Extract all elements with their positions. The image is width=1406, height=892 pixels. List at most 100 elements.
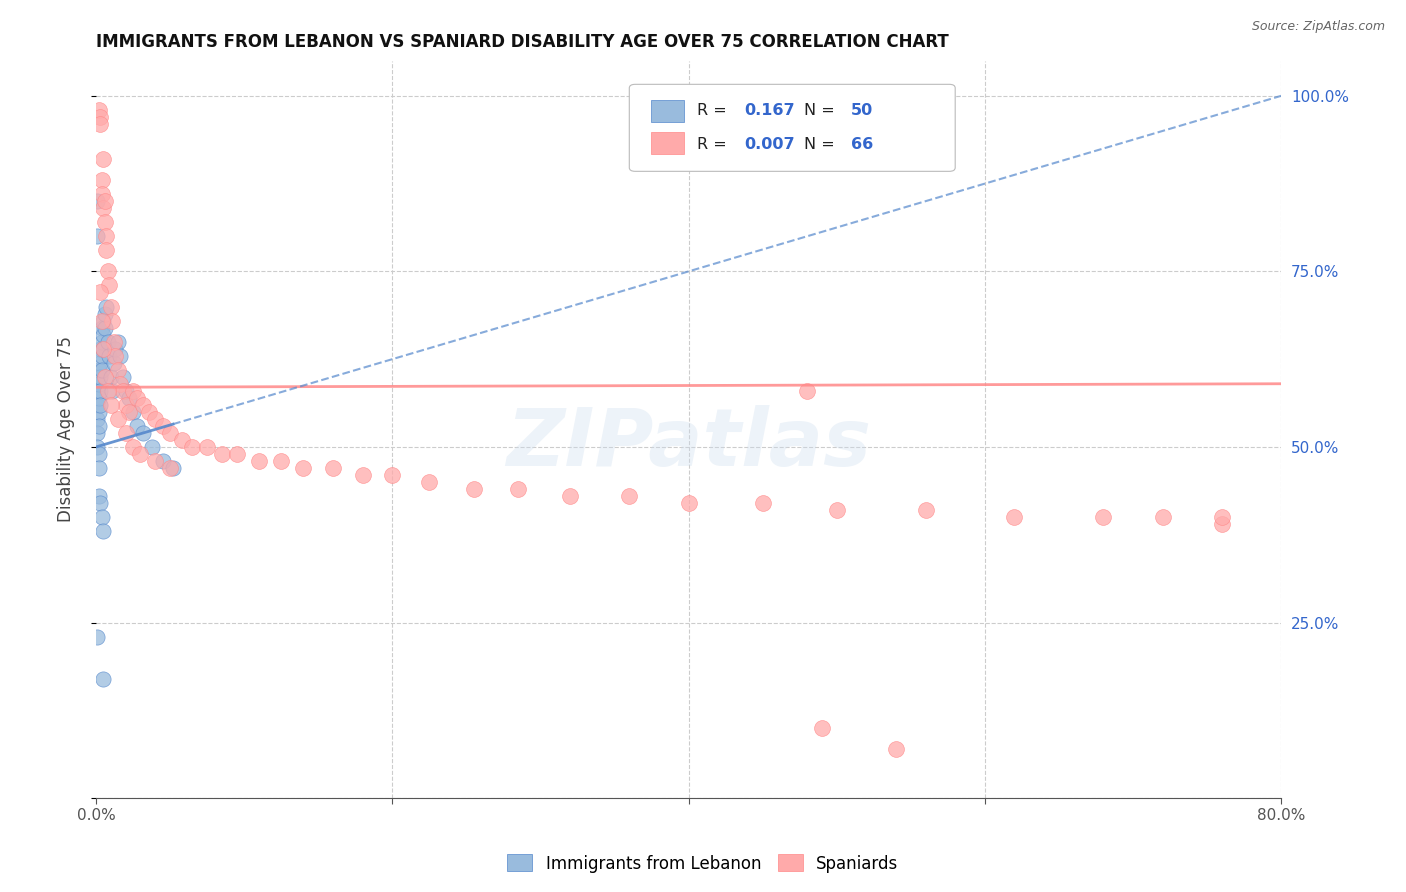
Legend: Immigrants from Lebanon, Spaniards: Immigrants from Lebanon, Spaniards (501, 847, 905, 880)
Point (91, 313, 114, 327)
Point (93, 342, 115, 356)
Point (811, 721, 834, 735)
Point (352, 468, 374, 483)
Point (87, 405, 110, 419)
Text: R =: R = (697, 103, 731, 118)
Point (225, 447, 247, 461)
Point (107, 362, 129, 376)
Point (127, 418, 149, 433)
Point (418, 475, 440, 489)
Point (247, 454, 270, 468)
Point (93, 524, 115, 539)
Point (195, 440, 218, 454)
Point (87, 461, 110, 475)
Point (381, 468, 404, 483)
Point (98, 349, 121, 363)
Point (89, 369, 111, 384)
Point (132, 425, 155, 440)
Point (159, 425, 181, 440)
Point (270, 454, 292, 468)
Point (86, 194, 108, 209)
Point (91, 173, 114, 187)
Point (152, 418, 174, 433)
Point (93, 327, 115, 342)
Point (508, 482, 530, 496)
Point (97, 334, 120, 349)
Point (122, 384, 145, 398)
Point (93, 313, 115, 327)
Point (127, 391, 149, 405)
Point (1211, 517, 1233, 532)
Point (751, 496, 773, 510)
Point (114, 384, 136, 398)
Point (117, 405, 139, 419)
Point (825, 503, 848, 517)
Point (91, 187, 114, 202)
Point (93, 672, 115, 686)
Point (558, 489, 581, 503)
Point (87, 376, 110, 391)
Point (97, 264, 120, 278)
Point (101, 384, 124, 398)
Point (86, 425, 108, 440)
Point (211, 447, 233, 461)
Point (87, 391, 110, 405)
Point (97, 384, 120, 398)
Point (93, 342, 115, 356)
Point (86, 384, 108, 398)
Point (96, 300, 118, 314)
Point (89, 384, 111, 398)
Point (89, 285, 111, 300)
Point (143, 454, 166, 468)
Point (91, 320, 114, 334)
Text: N =: N = (803, 136, 839, 152)
Y-axis label: Disability Age Over 75: Disability Age Over 75 (58, 336, 75, 523)
Point (114, 425, 136, 440)
Point (678, 496, 700, 510)
Point (100, 398, 122, 412)
Point (107, 412, 129, 426)
Point (101, 313, 124, 327)
Point (94, 194, 117, 209)
Point (91, 349, 114, 363)
Point (181, 440, 204, 454)
Point (103, 334, 125, 349)
Point (129, 447, 152, 461)
Point (87, 103, 110, 117)
Point (89, 117, 111, 131)
Point (138, 405, 160, 419)
Point (162, 461, 184, 475)
Point (108, 376, 131, 391)
Point (87, 447, 110, 461)
Point (100, 369, 122, 384)
FancyBboxPatch shape (630, 85, 955, 171)
Point (86, 412, 108, 426)
Point (86, 369, 108, 384)
Point (89, 398, 111, 412)
Point (86, 440, 108, 454)
Point (89, 342, 111, 356)
Point (104, 342, 127, 356)
Point (322, 461, 344, 475)
Point (86, 229, 108, 244)
Point (1152, 510, 1174, 524)
Point (122, 440, 145, 454)
Point (159, 461, 181, 475)
Point (108, 349, 131, 363)
Text: IMMIGRANTS FROM LEBANON VS SPANIARD DISABILITY AGE OVER 75 CORRELATION CHART: IMMIGRANTS FROM LEBANON VS SPANIARD DISA… (96, 33, 949, 51)
Point (94, 320, 117, 334)
Point (1092, 510, 1115, 524)
Point (122, 405, 145, 419)
Point (93, 201, 115, 215)
Point (107, 334, 129, 349)
Point (98, 278, 121, 293)
Point (87, 362, 110, 376)
Text: 66: 66 (851, 136, 873, 152)
Point (94, 306, 117, 320)
Point (100, 300, 122, 314)
Point (117, 391, 139, 405)
Point (91, 362, 114, 376)
Point (141, 440, 163, 454)
Point (89, 110, 111, 124)
FancyBboxPatch shape (651, 132, 683, 154)
